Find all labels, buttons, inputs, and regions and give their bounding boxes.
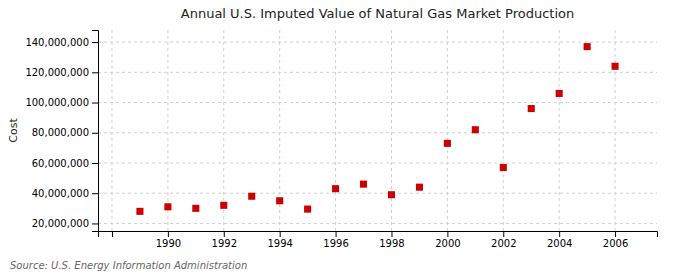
tick: 2006 bbox=[603, 231, 628, 249]
tick-label: 2006 bbox=[603, 238, 628, 249]
source-note: Source: U.S. Energy Information Administ… bbox=[10, 260, 247, 271]
tick-mark bbox=[92, 133, 98, 134]
tick: 60,000,000 bbox=[32, 158, 98, 169]
tick-mark bbox=[92, 163, 98, 164]
title: Annual U.S. Imputed Value of Natural Gas… bbox=[181, 6, 574, 21]
tick-label: 1996 bbox=[323, 238, 348, 249]
tick-mark bbox=[92, 42, 98, 43]
tick-mark bbox=[503, 231, 504, 237]
tick: 2004 bbox=[547, 231, 572, 249]
grid-line-y bbox=[98, 193, 657, 194]
grid-line-x bbox=[391, 30, 392, 231]
tick-label: 120,000,000 bbox=[25, 67, 89, 78]
grid-line-y bbox=[98, 42, 657, 43]
point bbox=[360, 181, 367, 188]
point bbox=[472, 126, 479, 133]
tick-mark bbox=[391, 231, 392, 237]
tick: 1994 bbox=[267, 231, 292, 249]
grid-line-x bbox=[615, 30, 616, 231]
point bbox=[416, 184, 423, 191]
tick: 80,000,000 bbox=[32, 127, 98, 138]
tick-label: 1998 bbox=[379, 238, 404, 249]
tick-label: 60,000,000 bbox=[32, 158, 89, 169]
grid-line-x bbox=[111, 30, 112, 231]
point bbox=[500, 164, 507, 171]
tick-mark bbox=[92, 72, 98, 73]
point bbox=[220, 202, 227, 209]
tick: 2000 bbox=[435, 231, 460, 249]
tick-mark bbox=[336, 231, 337, 237]
y-axis: 20,000,000 40,000,000 60,000,000 80,000,000… bbox=[25, 31, 98, 232]
point bbox=[528, 105, 535, 112]
tick-mark bbox=[92, 103, 98, 104]
tick: 20,000,000 bbox=[32, 218, 98, 229]
tick-label: 1994 bbox=[267, 238, 292, 249]
tick-label: 100,000,000 bbox=[25, 97, 89, 108]
grid-line-y bbox=[98, 72, 657, 73]
grid bbox=[98, 30, 657, 231]
tick-mark bbox=[615, 231, 616, 237]
tick-mark bbox=[447, 231, 448, 237]
tick-label: 2004 bbox=[547, 238, 572, 249]
axis-line bbox=[92, 31, 99, 232]
grid-line-y bbox=[98, 162, 657, 163]
grid-line-x bbox=[335, 30, 336, 231]
tick-mark bbox=[112, 231, 113, 237]
points bbox=[136, 43, 618, 215]
point bbox=[136, 208, 143, 215]
tick-label: 80,000,000 bbox=[32, 127, 89, 138]
grid-line-x bbox=[223, 30, 224, 231]
axis-line bbox=[99, 232, 658, 238]
tick-mark bbox=[168, 231, 169, 237]
grid-line-y bbox=[98, 102, 657, 103]
x-axis: 1990 1992 1994 1996 1998 2000 2002 2004 2006 bbox=[99, 231, 658, 249]
tick: 1992 bbox=[212, 231, 237, 249]
point bbox=[164, 203, 171, 210]
tick bbox=[112, 231, 113, 237]
tick: 40,000,000 bbox=[32, 188, 98, 199]
point bbox=[332, 185, 339, 192]
tick-mark bbox=[92, 223, 98, 224]
point bbox=[388, 191, 395, 198]
grid-line-x bbox=[559, 30, 560, 231]
tick-mark bbox=[559, 231, 560, 237]
chart: 1990 1992 1994 1996 1998 2000 2002 2004 2006 20,0… bbox=[0, 0, 675, 275]
point bbox=[304, 206, 311, 213]
tick: 1998 bbox=[379, 231, 404, 249]
y-axis-title: Cost bbox=[7, 118, 20, 143]
tick: 1996 bbox=[323, 231, 348, 249]
tick: 100,000,000 bbox=[25, 97, 98, 108]
tick: 120,000,000 bbox=[25, 67, 98, 78]
point bbox=[276, 197, 283, 204]
tick-label: 2002 bbox=[491, 238, 516, 249]
tick-label: 40,000,000 bbox=[32, 188, 89, 199]
grid-line-x bbox=[447, 30, 448, 231]
grid-line-y bbox=[98, 223, 657, 224]
point bbox=[444, 140, 451, 147]
tick-label: 20,000,000 bbox=[32, 218, 89, 229]
tick: 140,000,000 bbox=[25, 37, 98, 48]
tick-mark bbox=[280, 231, 281, 237]
plot-area: 1990 1992 1994 1996 1998 2000 2002 2004 2006 20,0… bbox=[25, 30, 657, 249]
tick-label: 1992 bbox=[212, 238, 237, 249]
point bbox=[556, 90, 563, 97]
tick-mark bbox=[224, 231, 225, 237]
point bbox=[192, 205, 199, 212]
tick-label: 1990 bbox=[156, 238, 181, 249]
tick-mark bbox=[92, 193, 98, 194]
point bbox=[584, 43, 591, 50]
grid-line-y bbox=[98, 132, 657, 133]
point bbox=[612, 63, 619, 70]
tick-label: 2000 bbox=[435, 238, 460, 249]
tick: 2002 bbox=[491, 231, 516, 249]
tick: 1990 bbox=[156, 231, 181, 249]
grid-line-x bbox=[167, 30, 168, 231]
grid-line-x bbox=[503, 30, 504, 231]
point bbox=[248, 193, 255, 200]
tick-label: 140,000,000 bbox=[25, 37, 89, 48]
